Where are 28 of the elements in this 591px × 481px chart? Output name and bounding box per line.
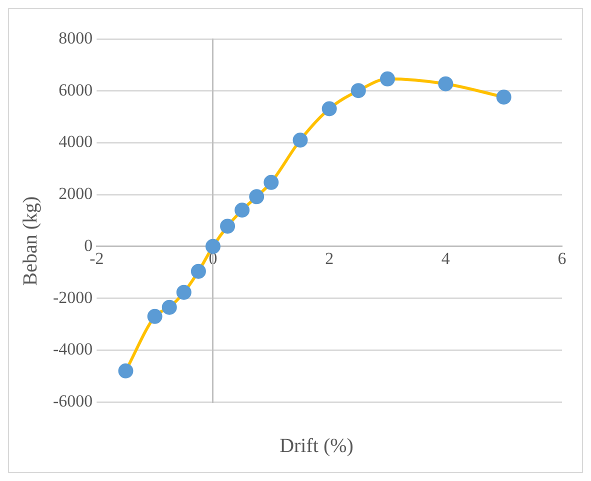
- y-axis-title: Beban (kg): [20, 196, 42, 286]
- point: [496, 90, 512, 105]
- point: [234, 202, 250, 218]
- x-tick-label: 4: [441, 249, 450, 268]
- point: [147, 308, 162, 324]
- point: [176, 284, 192, 300]
- point: [292, 132, 308, 148]
- y-tick-label: 8000: [58, 28, 93, 48]
- x-axis-title: Drift (%): [278, 435, 354, 458]
- y-tick-label: -6000: [52, 391, 93, 410]
- x-tick-label: 2: [325, 249, 334, 268]
- y-tick-label: -2000: [52, 288, 93, 307]
- point: [322, 101, 337, 116]
- y-tick-label: 6000: [58, 80, 93, 100]
- y-tick-label: 4000: [58, 132, 93, 152]
- point: [264, 174, 279, 190]
- point: [380, 71, 395, 86]
- point: [220, 218, 236, 234]
- point: [438, 76, 454, 92]
- x-tick-label: 6: [558, 249, 566, 268]
- point: [162, 300, 177, 315]
- point: [350, 83, 366, 98]
- y-tick-label: 2000: [58, 184, 93, 204]
- point: [190, 264, 206, 279]
- point: [249, 189, 264, 204]
- point: [205, 238, 220, 254]
- point: [118, 363, 134, 378]
- y-tick-label: -4000: [52, 340, 93, 359]
